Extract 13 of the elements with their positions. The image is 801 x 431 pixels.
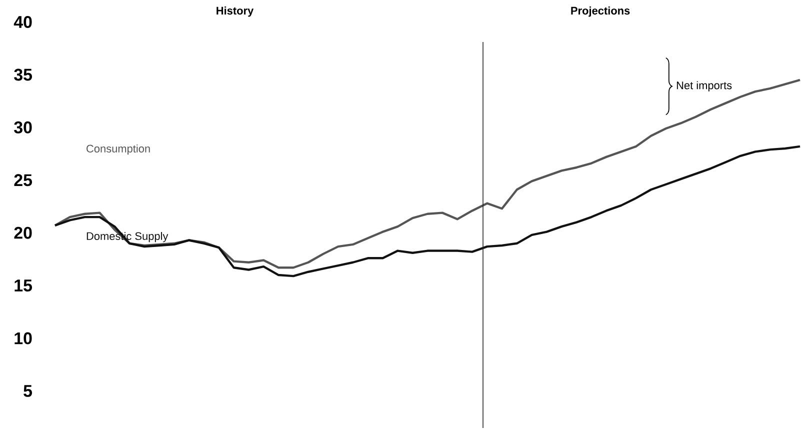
line-series [54,78,801,269]
y-tick-label: 30 [14,121,32,134]
text: Consumption [86,144,150,155]
y-tick-label: 35 [14,68,32,81]
y-tick-label: 40 [14,16,32,28]
y-tick-label: 15 [14,280,32,292]
y-tick-label: 10 [14,332,32,344]
text: History [216,6,254,17]
text: Projections [571,6,630,17]
y-tick-label: 25 [14,174,32,186]
y-tick-label: 5 [24,385,32,397]
annotation: Net imports [676,81,732,92]
y-tick-label: 20 [14,226,32,239]
